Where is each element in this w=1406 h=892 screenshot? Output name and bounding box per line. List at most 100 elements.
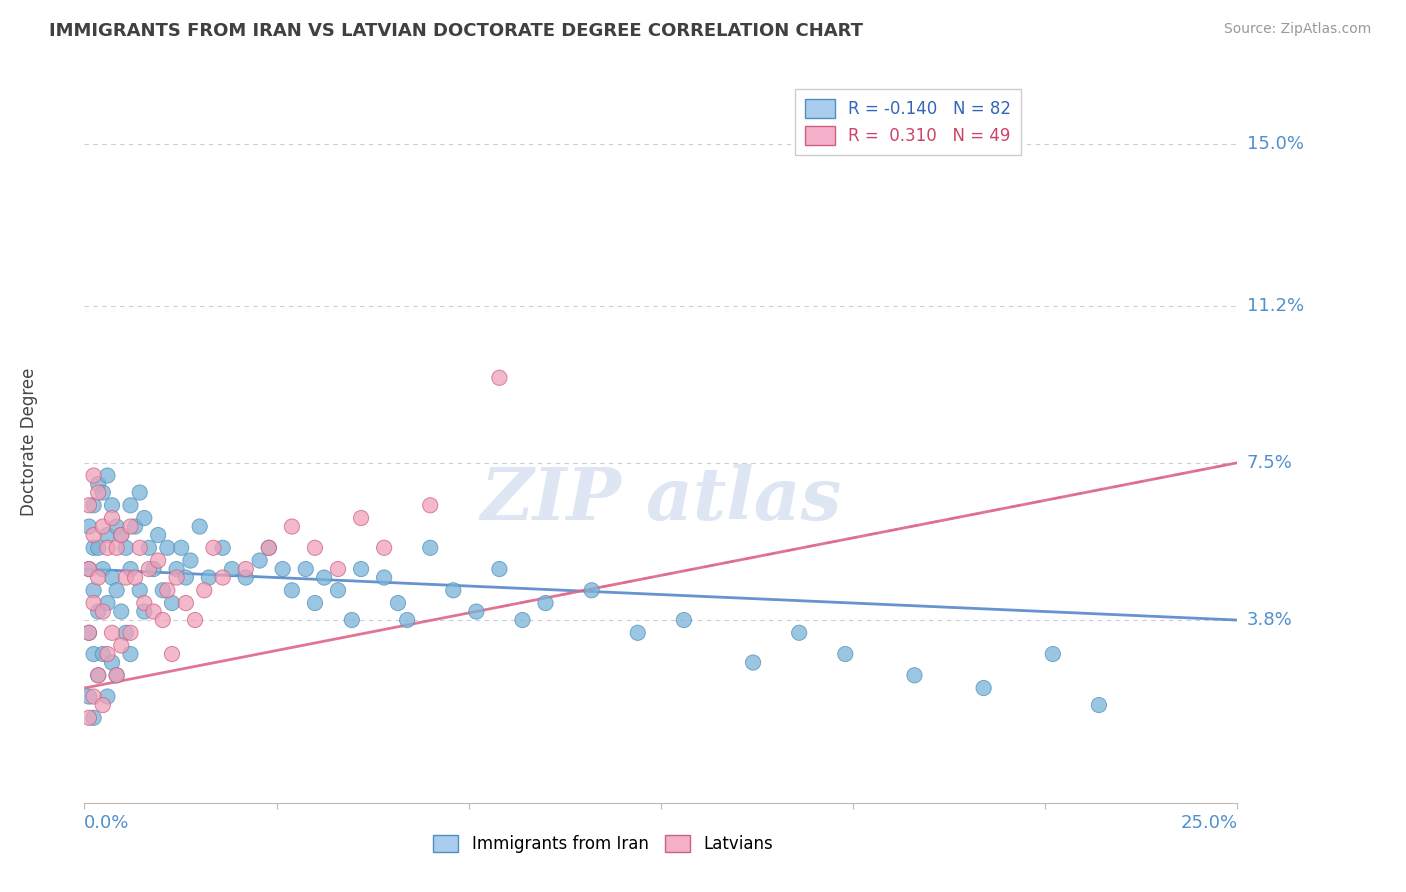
Point bbox=[77, 519, 100, 533]
Point bbox=[124, 519, 146, 533]
Point bbox=[87, 570, 110, 584]
Point bbox=[235, 562, 257, 576]
Point bbox=[91, 647, 114, 661]
Point bbox=[304, 541, 326, 555]
Point bbox=[184, 613, 207, 627]
Point bbox=[156, 541, 179, 555]
Point bbox=[83, 711, 105, 725]
Point bbox=[304, 596, 326, 610]
Point bbox=[77, 625, 100, 640]
Point bbox=[787, 625, 810, 640]
Point bbox=[83, 583, 105, 598]
Point bbox=[83, 468, 105, 483]
Point bbox=[87, 668, 110, 682]
Point bbox=[419, 541, 441, 555]
Point bbox=[83, 596, 105, 610]
Point bbox=[83, 647, 105, 661]
Point bbox=[249, 553, 271, 567]
Point bbox=[134, 511, 156, 525]
Point bbox=[83, 528, 105, 542]
Point bbox=[396, 613, 419, 627]
Point bbox=[166, 562, 188, 576]
Legend: Immigrants from Iran, Latvians: Immigrants from Iran, Latvians bbox=[426, 828, 780, 860]
Point bbox=[221, 562, 243, 576]
Point bbox=[110, 528, 132, 542]
Point bbox=[87, 485, 110, 500]
Point bbox=[101, 625, 124, 640]
Point bbox=[77, 625, 100, 640]
Point bbox=[326, 583, 349, 598]
Point bbox=[294, 562, 316, 576]
Point bbox=[152, 583, 174, 598]
Point bbox=[314, 570, 336, 584]
Point bbox=[77, 562, 100, 576]
Point bbox=[105, 668, 128, 682]
Point bbox=[512, 613, 534, 627]
Point bbox=[120, 519, 142, 533]
Point bbox=[115, 541, 138, 555]
Point bbox=[534, 596, 557, 610]
Point bbox=[77, 690, 100, 704]
Point bbox=[160, 647, 183, 661]
Point bbox=[146, 528, 169, 542]
Point bbox=[110, 605, 132, 619]
Point bbox=[83, 498, 105, 512]
Point bbox=[488, 562, 510, 576]
Point bbox=[1088, 698, 1111, 712]
Point bbox=[91, 698, 114, 712]
Text: 15.0%: 15.0% bbox=[1247, 135, 1303, 153]
Point bbox=[138, 562, 160, 576]
Point bbox=[350, 511, 373, 525]
Point bbox=[101, 656, 124, 670]
Point bbox=[179, 553, 201, 567]
Point bbox=[271, 562, 294, 576]
Point bbox=[281, 583, 304, 598]
Point bbox=[87, 668, 110, 682]
Point bbox=[672, 613, 695, 627]
Point bbox=[419, 498, 441, 512]
Text: Doctorate Degree: Doctorate Degree bbox=[20, 368, 38, 516]
Point bbox=[91, 519, 114, 533]
Point bbox=[235, 570, 257, 584]
Point bbox=[105, 519, 128, 533]
Point bbox=[441, 583, 464, 598]
Point bbox=[87, 605, 110, 619]
Point bbox=[387, 596, 409, 610]
Text: Source: ZipAtlas.com: Source: ZipAtlas.com bbox=[1223, 22, 1371, 37]
Point bbox=[340, 613, 363, 627]
Point bbox=[198, 570, 221, 584]
Point bbox=[174, 570, 197, 584]
Point bbox=[834, 647, 856, 661]
Point bbox=[96, 468, 118, 483]
Point bbox=[134, 596, 156, 610]
Point bbox=[156, 583, 179, 598]
Point bbox=[87, 541, 110, 555]
Text: ZIP atlas: ZIP atlas bbox=[481, 464, 841, 535]
Point bbox=[257, 541, 280, 555]
Text: 25.0%: 25.0% bbox=[1180, 814, 1237, 832]
Point bbox=[128, 541, 150, 555]
Point bbox=[142, 605, 165, 619]
Point bbox=[83, 690, 105, 704]
Point bbox=[465, 605, 488, 619]
Point bbox=[373, 570, 395, 584]
Point bbox=[202, 541, 225, 555]
Point bbox=[1042, 647, 1064, 661]
Point bbox=[742, 656, 765, 670]
Point bbox=[488, 371, 510, 385]
Point bbox=[110, 639, 132, 653]
Point bbox=[350, 562, 373, 576]
Point bbox=[581, 583, 603, 598]
Point bbox=[193, 583, 215, 598]
Point bbox=[101, 498, 124, 512]
Point bbox=[128, 485, 150, 500]
Point bbox=[188, 519, 211, 533]
Point bbox=[128, 583, 150, 598]
Point bbox=[105, 668, 128, 682]
Text: 0.0%: 0.0% bbox=[84, 814, 129, 832]
Text: 3.8%: 3.8% bbox=[1247, 611, 1292, 629]
Point bbox=[134, 605, 156, 619]
Point bbox=[96, 528, 118, 542]
Point bbox=[101, 511, 124, 525]
Point bbox=[903, 668, 925, 682]
